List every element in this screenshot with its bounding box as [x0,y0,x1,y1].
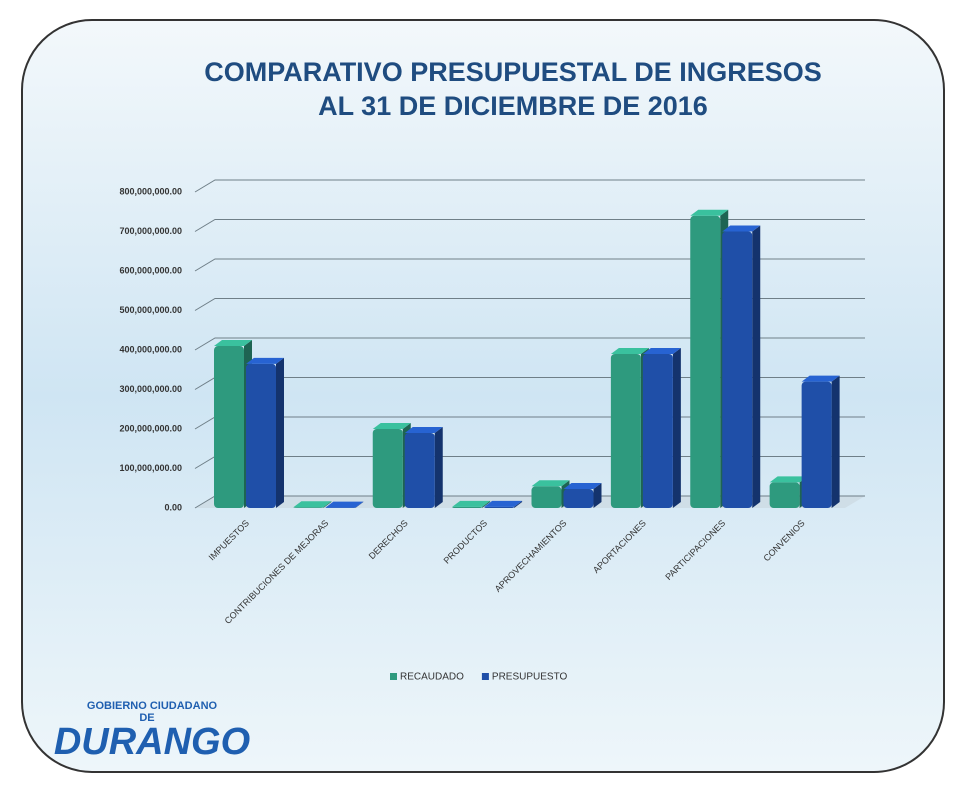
bar-side [672,347,681,508]
bar [690,215,721,508]
grid-line [194,337,865,351]
bar [769,482,800,508]
grid-line [194,179,865,193]
bar-top [293,501,332,508]
grid-line [194,298,865,311]
bar [484,506,515,508]
grid-line [194,219,865,232]
legend-swatch [390,673,397,680]
bar-side [482,500,491,508]
bar [246,363,276,508]
bar [563,489,594,508]
logo-text: DE [139,712,154,724]
logo-text: GOBIERNO CIUDADANO [87,700,218,712]
logo-text: DURANGO [54,721,250,763]
y-tick-label: 600,000,000.00 [119,265,182,275]
bar-top [404,426,443,433]
bar [293,507,324,508]
y-tick-label: 300,000,000.00 [119,384,182,394]
bar-top [769,476,808,483]
y-tick-label: 0.00 [164,502,182,512]
y-tick-label: 200,000,000.00 [119,423,182,433]
bar-top [484,500,523,507]
legend-label: RECAUDADO [400,672,464,683]
bar-top [246,357,284,364]
bar-top [722,225,761,232]
bar-side [355,501,364,508]
bar-top [452,500,491,507]
bar [214,346,244,508]
bar-side [323,501,332,508]
legend-swatch [481,673,489,680]
bar-top [531,480,570,487]
bar-top [642,347,681,354]
bar-side [593,483,602,508]
y-tick-label: 400,000,000.00 [119,344,182,354]
bar [404,432,435,508]
y-tick-label: 100,000,000.00 [119,463,182,473]
bar [642,353,673,508]
bar-top [610,347,649,354]
bar-top [563,483,602,490]
bar [610,353,641,508]
bar-side [276,357,284,508]
bar-top [325,501,364,508]
bar [531,486,562,508]
chart-title: COMPARATIVO PRESUPUESTAL DE INGRESOS [204,57,822,87]
bar-top [801,375,840,382]
grid-line [194,258,865,272]
y-tick-label: 500,000,000.00 [119,305,182,315]
bar-side [831,375,840,508]
bar [372,429,403,508]
y-tick-label: 800,000,000.00 [119,186,182,196]
legend-label: PRESUPUESTO [492,672,568,683]
bar [801,381,832,508]
y-tick-label: 700,000,000.00 [119,226,182,236]
bar [722,231,753,508]
bar-side [434,426,443,508]
chart-title: AL 31 DE DICIEMBRE DE 2016 [318,91,708,121]
bar-top [690,209,729,216]
bar-top [372,423,411,429]
frame [21,19,945,773]
bar-side [514,500,523,508]
bar [452,506,483,508]
bar-top [214,340,252,347]
bar-side [752,225,761,508]
